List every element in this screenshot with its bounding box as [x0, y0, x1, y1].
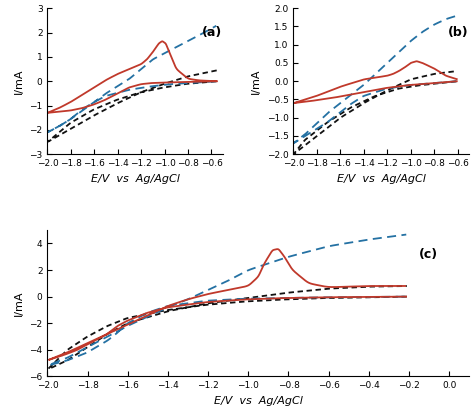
- Y-axis label: I/mA: I/mA: [14, 290, 24, 316]
- X-axis label: E/V  vs  Ag/AgCl: E/V vs Ag/AgCl: [91, 174, 180, 184]
- Text: (a): (a): [202, 26, 222, 39]
- Text: (c): (c): [419, 248, 438, 261]
- Text: (b): (b): [448, 26, 469, 39]
- X-axis label: E/V  vs  Ag/AgCl: E/V vs Ag/AgCl: [214, 396, 303, 406]
- Y-axis label: I/mA: I/mA: [251, 68, 261, 94]
- Y-axis label: I/mA: I/mA: [14, 68, 24, 94]
- X-axis label: E/V  vs  Ag/AgCl: E/V vs Ag/AgCl: [337, 174, 426, 184]
